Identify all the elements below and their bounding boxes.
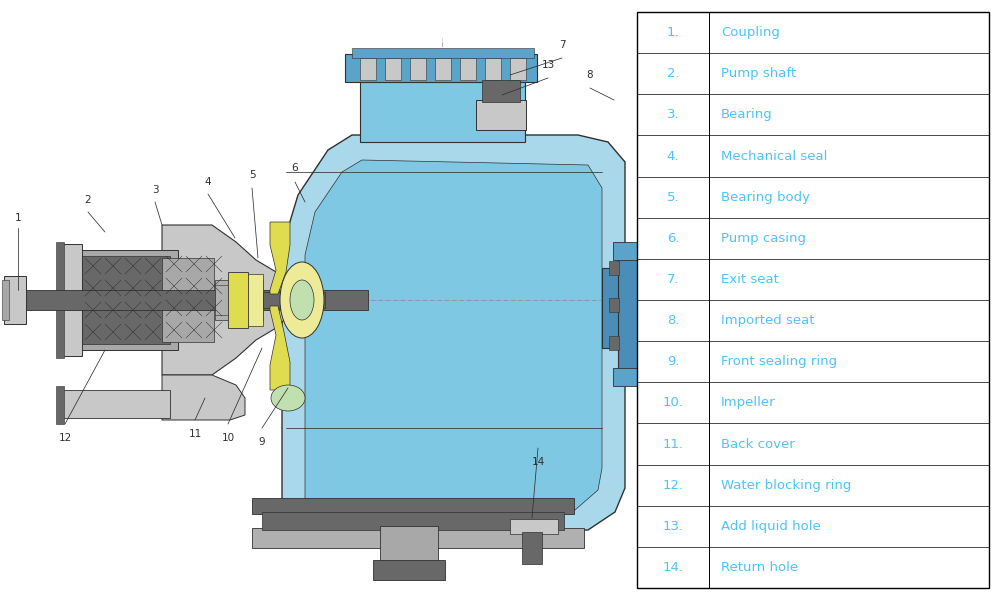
Text: 2.: 2. [667, 67, 679, 80]
Bar [56, 386, 64, 424]
Text: Pump shaft: Pump shaft [721, 67, 796, 80]
Text: Mechanical seal: Mechanical seal [721, 149, 827, 163]
Bar [385, 58, 401, 80]
Bar [613, 242, 643, 260]
Text: 6: 6 [292, 163, 298, 173]
Ellipse shape [271, 385, 305, 411]
Bar [252, 528, 584, 548]
Bar [248, 274, 263, 326]
Text: Exit seat: Exit seat [721, 273, 779, 286]
Bar [476, 100, 526, 130]
Bar [352, 48, 534, 58]
Bar [618, 244, 642, 372]
Text: Imported seat: Imported seat [721, 314, 814, 327]
Text: 2: 2 [85, 195, 91, 205]
Text: 11.: 11. [662, 437, 684, 451]
Bar [609, 261, 619, 275]
Bar [345, 54, 537, 82]
Text: 4.: 4. [667, 149, 679, 163]
Bar [485, 58, 501, 80]
Text: 8: 8 [587, 70, 593, 80]
Bar [60, 244, 82, 356]
Bar [228, 272, 248, 328]
Bar [162, 258, 214, 342]
Text: 9: 9 [259, 437, 265, 447]
Text: 6.: 6. [667, 232, 679, 245]
Text: 13.: 13. [662, 520, 684, 533]
Bar [380, 526, 438, 564]
Text: Water blocking ring: Water blocking ring [721, 479, 851, 491]
Polygon shape [162, 375, 245, 420]
Text: Pump casing: Pump casing [721, 232, 806, 245]
Bar [410, 58, 426, 80]
Bar [637, 12, 989, 588]
Text: 3: 3 [152, 185, 158, 195]
Text: 1: 1 [15, 213, 21, 223]
Bar [373, 560, 445, 580]
Bar [252, 498, 574, 514]
Bar [56, 242, 64, 358]
Text: Return hole: Return hole [721, 561, 798, 574]
Polygon shape [305, 160, 602, 510]
Bar [60, 390, 170, 418]
Bar [510, 519, 558, 534]
Bar [8, 290, 368, 310]
Text: Add liquid hole: Add liquid hole [721, 520, 821, 533]
Ellipse shape [280, 262, 324, 338]
Polygon shape [282, 135, 625, 530]
Bar [510, 58, 526, 80]
Polygon shape [162, 225, 286, 375]
Bar [360, 74, 525, 142]
Bar [82, 256, 170, 344]
Text: 5.: 5. [667, 191, 679, 203]
Text: Front sealing ring: Front sealing ring [721, 355, 837, 368]
Text: 4: 4 [205, 177, 211, 187]
Bar [602, 268, 630, 348]
Bar [78, 250, 178, 350]
Polygon shape [270, 306, 290, 390]
Text: Back cover: Back cover [721, 437, 795, 451]
Text: 9.: 9. [667, 355, 679, 368]
Bar [609, 298, 619, 312]
Text: 8.: 8. [667, 314, 679, 327]
Text: 5: 5 [249, 170, 255, 180]
Text: 14.: 14. [662, 561, 684, 574]
Text: Impeller: Impeller [721, 397, 776, 409]
Text: 11: 11 [188, 429, 202, 439]
Text: 1.: 1. [667, 26, 679, 39]
Text: 10.: 10. [662, 397, 684, 409]
Bar [360, 58, 376, 80]
Bar [613, 368, 643, 386]
Text: 13: 13 [541, 60, 555, 70]
Text: Coupling: Coupling [721, 26, 780, 39]
Bar [2, 280, 9, 320]
Text: Bearing: Bearing [721, 109, 773, 121]
Bar [435, 58, 451, 80]
Ellipse shape [290, 280, 314, 320]
Bar [522, 532, 542, 564]
Bar [4, 276, 26, 324]
Polygon shape [270, 222, 290, 294]
Bar [609, 336, 619, 350]
Bar [482, 80, 520, 102]
Text: 14: 14 [531, 457, 545, 467]
Text: 7.: 7. [667, 273, 679, 286]
Bar [460, 58, 476, 80]
Text: 10: 10 [221, 433, 235, 443]
Text: 7: 7 [559, 40, 565, 50]
Bar [215, 280, 263, 320]
Bar [263, 292, 325, 308]
Bar [262, 512, 564, 530]
Text: 12.: 12. [662, 479, 684, 491]
Text: 12: 12 [58, 433, 72, 443]
Text: 3.: 3. [667, 109, 679, 121]
Text: Bearing body: Bearing body [721, 191, 810, 203]
